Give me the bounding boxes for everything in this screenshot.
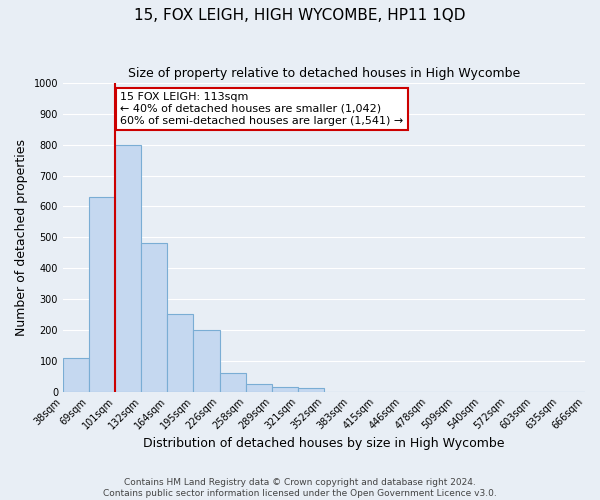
Bar	[63, 358, 89, 392]
Bar	[193, 330, 220, 392]
Text: Contains HM Land Registry data © Crown copyright and database right 2024.
Contai: Contains HM Land Registry data © Crown c…	[103, 478, 497, 498]
Bar	[220, 373, 245, 392]
Text: 15 FOX LEIGH: 113sqm
← 40% of detached houses are smaller (1,042)
60% of semi-de: 15 FOX LEIGH: 113sqm ← 40% of detached h…	[121, 92, 404, 126]
Bar	[115, 145, 141, 392]
Y-axis label: Number of detached properties: Number of detached properties	[15, 139, 28, 336]
Bar	[89, 197, 115, 392]
Title: Size of property relative to detached houses in High Wycombe: Size of property relative to detached ho…	[128, 68, 520, 80]
Bar	[167, 314, 193, 392]
Bar	[141, 244, 167, 392]
Text: 15, FOX LEIGH, HIGH WYCOMBE, HP11 1QD: 15, FOX LEIGH, HIGH WYCOMBE, HP11 1QD	[134, 8, 466, 22]
Bar	[272, 387, 298, 392]
Bar	[298, 388, 324, 392]
X-axis label: Distribution of detached houses by size in High Wycombe: Distribution of detached houses by size …	[143, 437, 505, 450]
Bar	[245, 384, 272, 392]
